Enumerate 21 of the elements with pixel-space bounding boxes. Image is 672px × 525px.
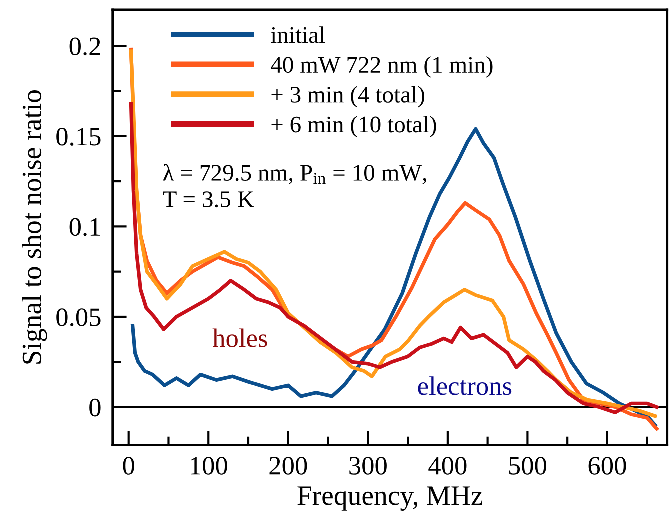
legend-label: 40 mW 722 nm (1 min) bbox=[271, 56, 493, 78]
x-tick-label: 400 bbox=[428, 457, 467, 475]
y-tick-label: 0.15 bbox=[56, 128, 101, 146]
y-tick-label: 0.2 bbox=[70, 38, 100, 56]
text: λ = 729.5 nm, P$_{in}$ = 10 mW, T = 3.5 K bbox=[163, 164, 426, 208]
annotation: holes bbox=[212, 328, 268, 348]
legend-label: + 6 min (10 total) bbox=[272, 116, 436, 138]
x-tick-label: 600 bbox=[588, 457, 626, 475]
x-tick-label: 0 bbox=[123, 457, 134, 475]
legend-label: initial bbox=[271, 26, 326, 44]
x-tick-label: 500 bbox=[509, 457, 546, 475]
y-axis-title: Signal to shot noise ratio bbox=[22, 90, 48, 364]
x-tick-label: 200 bbox=[270, 457, 308, 475]
annotation: electrons bbox=[418, 376, 512, 396]
x-axis-title: Frequency, MHz bbox=[298, 486, 483, 511]
x-tick-label: 100 bbox=[191, 457, 228, 475]
y-tick-label: 0 bbox=[90, 398, 101, 417]
y-tick-label: 0.1 bbox=[70, 218, 100, 236]
legend-label: + 3 min (4 total) bbox=[272, 86, 425, 108]
x-tick-label: 300 bbox=[350, 457, 387, 475]
y-tick-label: 0.05 bbox=[56, 308, 101, 327]
